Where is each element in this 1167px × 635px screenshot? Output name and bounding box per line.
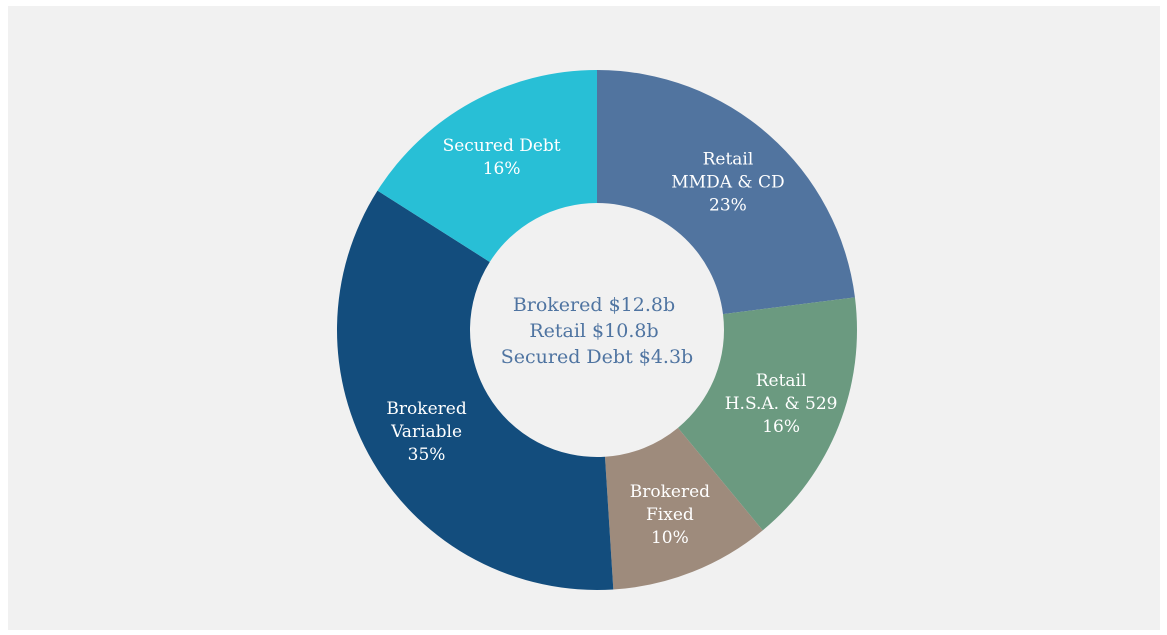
- label-retail-mmda-cd-line: Retail: [703, 149, 754, 169]
- donut-slices: [336, 70, 858, 590]
- center-line-secured-debt: Secured Debt $4.3b: [501, 346, 693, 368]
- label-retail-h-s-a-529-line: Retail: [756, 371, 807, 391]
- slice-retail-h-s-a-529: [677, 297, 858, 531]
- label-secured-debt: Secured Debt 16%: [443, 136, 561, 179]
- slice-retail-mmda-cd: [597, 70, 855, 315]
- center-line-brokered: Brokered $12.8b: [513, 294, 675, 316]
- label-retail-mmda-cd-percent: 23%: [709, 195, 747, 215]
- label-brokered-fixed-line: Fixed: [646, 505, 694, 525]
- label-brokered-fixed-percent: 10%: [651, 528, 689, 548]
- label-retail-h-s-a-529-percent: 16%: [762, 417, 800, 437]
- label-brokered-fixed: Brokered Fixed 10%: [630, 482, 710, 548]
- center-summary: Brokered $12.8b Retail $10.8b Secured De…: [501, 294, 693, 368]
- label-retail-h-s-a-529: Retail H.S.A. & 529 16%: [725, 371, 838, 437]
- slice-labels: Retail MMDA & CD 23% Retail H.S.A. & 529 16% B…: [386, 136, 837, 548]
- label-brokered-variable-line: Brokered: [386, 399, 466, 419]
- label-secured-debt-line: Secured Debt: [443, 136, 561, 156]
- label-secured-debt-percent: 16%: [483, 159, 521, 179]
- label-retail-h-s-a-529-line: H.S.A. & 529: [725, 394, 838, 414]
- slice-brokered-variable: [336, 190, 614, 590]
- slice-brokered-fixed: [604, 427, 763, 590]
- label-brokered-variable: Brokered Variable 35%: [386, 399, 466, 465]
- label-brokered-variable-line: Variable: [390, 422, 462, 442]
- center-line-retail: Retail $10.8b: [529, 320, 658, 342]
- label-retail-mmda-cd: Retail MMDA & CD 23%: [671, 149, 784, 215]
- label-brokered-variable-percent: 35%: [408, 445, 446, 465]
- label-brokered-fixed-line: Brokered: [630, 482, 710, 502]
- slice-secured-debt: [377, 70, 597, 262]
- label-retail-mmda-cd-line: MMDA & CD: [671, 172, 784, 192]
